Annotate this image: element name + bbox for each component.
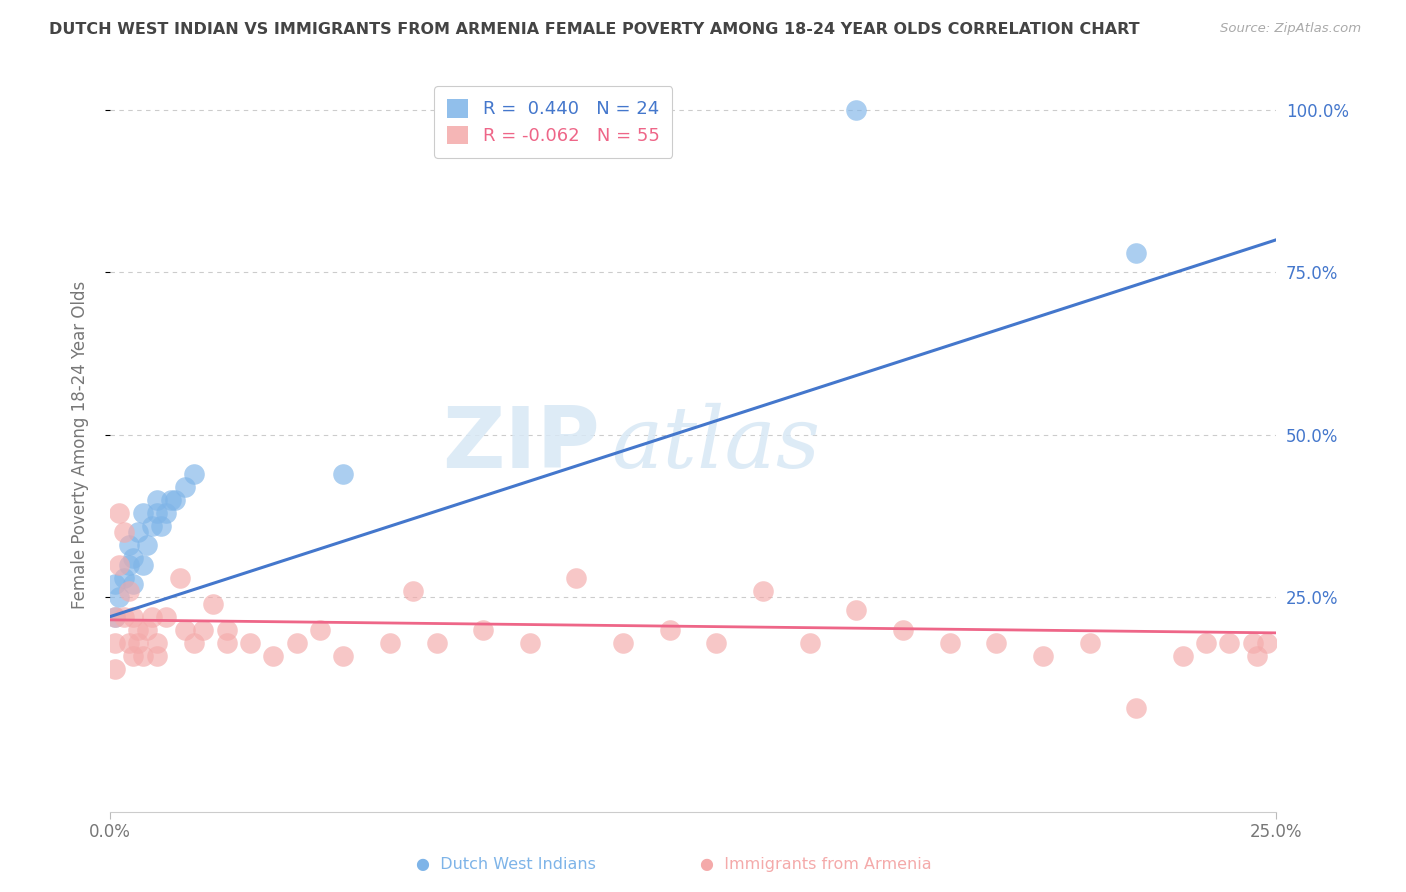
Point (145, 635, 167, 649)
Point (425, 635, 447, 649)
Text: Source: ZipAtlas.com: Source: ZipAtlas.com (1220, 22, 1361, 36)
Point (183, 467, 205, 481)
Point (112, 525, 135, 540)
Point (565, 571, 588, 585)
Text: ZIP: ZIP (441, 403, 600, 486)
Point (938, 635, 960, 649)
Point (112, 609, 135, 624)
Point (215, 623, 238, 637)
Point (752, 583, 775, 598)
Point (891, 623, 914, 637)
Point (612, 635, 634, 649)
Point (118, 635, 141, 649)
Text: ●  Dutch West Indians: ● Dutch West Indians (416, 857, 596, 872)
Point (122, 577, 145, 591)
Point (845, 103, 868, 117)
Point (136, 623, 159, 637)
Point (118, 583, 141, 598)
Point (132, 506, 155, 520)
Legend: R =  0.440   N = 24, R = -0.062   N = 55: R = 0.440 N = 24, R = -0.062 N = 55 (434, 87, 672, 158)
Point (127, 623, 149, 637)
Point (1078, 635, 1101, 649)
Point (104, 609, 127, 624)
Point (239, 635, 262, 649)
Y-axis label: Female Poverty Among 18-24 Year Olds: Female Poverty Among 18-24 Year Olds (72, 280, 89, 608)
Point (402, 583, 425, 598)
Point (118, 538, 141, 552)
Point (122, 648, 145, 663)
Point (141, 609, 163, 624)
Point (145, 648, 167, 663)
Point (332, 648, 354, 663)
Point (145, 492, 167, 507)
Point (173, 623, 195, 637)
Point (132, 648, 155, 663)
Point (112, 571, 135, 585)
Point (706, 635, 728, 649)
Point (104, 662, 127, 676)
Point (150, 518, 173, 533)
Point (799, 635, 821, 649)
Point (108, 590, 131, 604)
Point (127, 525, 149, 540)
Point (262, 648, 284, 663)
Point (159, 492, 181, 507)
Point (309, 623, 332, 637)
Point (155, 609, 177, 624)
Point (1125, 700, 1147, 714)
Point (169, 571, 191, 585)
Point (183, 635, 205, 649)
Point (1171, 648, 1194, 663)
Point (1256, 635, 1278, 649)
Point (155, 506, 177, 520)
Point (145, 506, 167, 520)
Point (127, 635, 149, 649)
Point (165, 492, 187, 507)
Point (132, 558, 155, 572)
Point (122, 609, 145, 624)
Text: atlas: atlas (612, 403, 821, 486)
Point (108, 506, 131, 520)
Text: DUTCH WEST INDIAN VS IMMIGRANTS FROM ARMENIA FEMALE POVERTY AMONG 18-24 YEAR OLD: DUTCH WEST INDIAN VS IMMIGRANTS FROM ARM… (49, 22, 1140, 37)
Point (104, 609, 127, 624)
Text: ●  Immigrants from Armenia: ● Immigrants from Armenia (700, 857, 931, 872)
Point (1125, 245, 1147, 260)
Point (1032, 648, 1054, 663)
Point (845, 603, 868, 617)
Point (658, 623, 681, 637)
Point (332, 467, 354, 481)
Point (136, 538, 159, 552)
Point (472, 623, 495, 637)
Point (201, 597, 224, 611)
Point (122, 551, 145, 566)
Point (519, 635, 541, 649)
Point (215, 635, 238, 649)
Point (986, 635, 1008, 649)
Point (1195, 635, 1218, 649)
Point (1218, 635, 1240, 649)
Point (118, 558, 141, 572)
Point (104, 635, 127, 649)
Point (108, 558, 131, 572)
Point (1241, 635, 1264, 649)
Point (193, 623, 215, 637)
Point (285, 635, 308, 649)
Point (378, 635, 401, 649)
Point (141, 518, 163, 533)
Point (173, 480, 195, 494)
Point (1246, 648, 1268, 663)
Point (104, 577, 127, 591)
